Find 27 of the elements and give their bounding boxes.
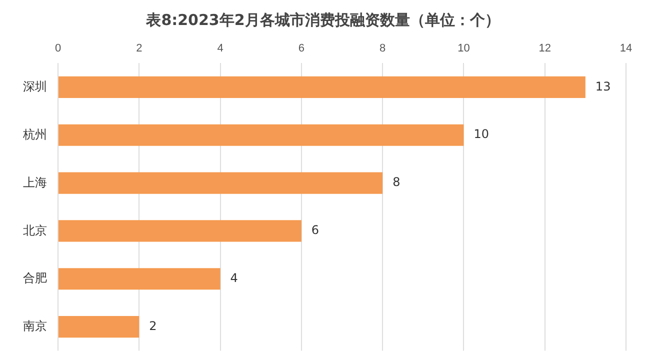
x-tick-label: 4 <box>217 42 224 55</box>
data-label: 13 <box>595 79 611 94</box>
y-tick-label: 杭州 <box>22 127 47 142</box>
x-tick-label: 8 <box>380 42 386 55</box>
x-tick-label: 10 <box>458 42 470 55</box>
data-label: 6 <box>311 223 320 238</box>
bar <box>58 268 220 290</box>
y-tick-label: 上海 <box>23 175 47 190</box>
x-tick-label: 14 <box>620 42 632 55</box>
bar <box>58 316 140 338</box>
bar <box>58 124 464 146</box>
data-label: 2 <box>149 318 157 333</box>
y-tick-label: 深圳 <box>23 79 47 94</box>
x-tick-label: 12 <box>538 42 551 55</box>
x-tick-label: 6 <box>298 42 304 55</box>
x-tick-label: 0 <box>54 42 62 55</box>
bar <box>58 172 383 194</box>
bar <box>58 220 302 242</box>
x-tick-label: 2 <box>136 42 142 55</box>
data-label: 8 <box>392 175 400 190</box>
data-label: 10 <box>474 127 489 142</box>
y-tick-label: 南京 <box>23 319 47 334</box>
y-tick-label: 合肥 <box>23 271 47 286</box>
bar <box>58 76 586 98</box>
data-label: 4 <box>230 271 238 286</box>
y-tick-label: 北京 <box>23 223 47 238</box>
chart-title: 表8:2023年2月各城市消费投融资数量（单位：个） <box>145 10 501 31</box>
